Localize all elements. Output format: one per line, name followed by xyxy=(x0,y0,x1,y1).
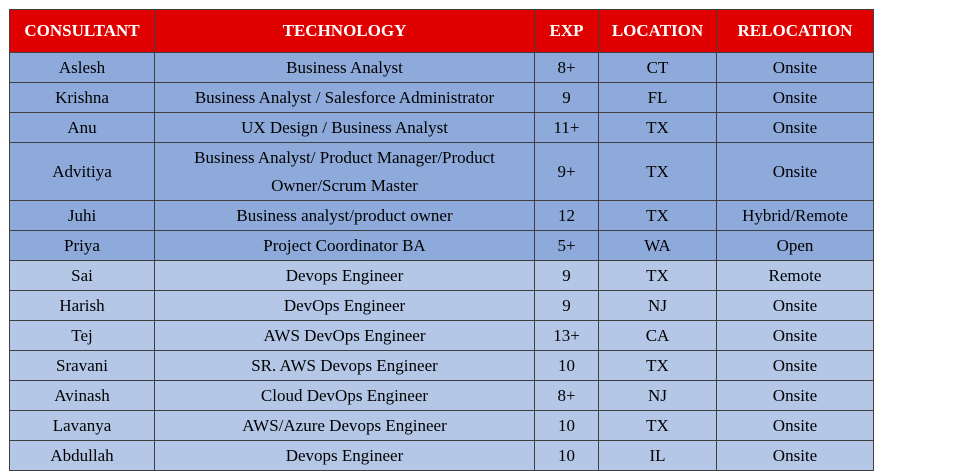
cell-location: TX xyxy=(598,350,717,381)
cell-exp: 5+ xyxy=(534,230,599,261)
table-header: CONSULTANT TECHNOLOGY EXP LOCATION RELOC… xyxy=(9,9,874,53)
cell-location: FL xyxy=(598,82,717,113)
cell-relocation: Onsite xyxy=(716,350,874,381)
cell-location: WA xyxy=(598,230,717,261)
cell-relocation: Onsite xyxy=(716,290,874,321)
cell-exp: 13+ xyxy=(534,320,599,351)
cell-technology: AWS DevOps Engineer xyxy=(154,320,535,351)
cell-technology: Devops Engineer xyxy=(154,440,535,471)
table-row: Sravani SR. AWS Devops Engineer 10 TX On… xyxy=(9,350,874,381)
cell-location: TX xyxy=(598,142,717,201)
table-row: Abdullah Devops Engineer 10 IL Onsite xyxy=(9,440,874,471)
cell-consultant: Lavanya xyxy=(9,410,155,441)
header-consultant: CONSULTANT xyxy=(9,9,155,53)
cell-exp: 9+ xyxy=(534,142,599,201)
cell-exp: 8+ xyxy=(534,52,599,83)
table-row: Tej AWS DevOps Engineer 13+ CA Onsite xyxy=(9,320,874,351)
cell-relocation: Onsite xyxy=(716,380,874,411)
cell-consultant: Tej xyxy=(9,320,155,351)
cell-exp: 9 xyxy=(534,82,599,113)
table-row: Anu UX Design / Business Analyst 11+ TX … xyxy=(9,112,874,143)
cell-relocation: Onsite xyxy=(716,112,874,143)
table-row: Harish DevOps Engineer 9 NJ Onsite xyxy=(9,290,874,321)
cell-location: CT xyxy=(598,52,717,83)
cell-consultant: Krishna xyxy=(9,82,155,113)
cell-exp: 10 xyxy=(534,410,599,441)
cell-technology: Business Analyst/ Product Manager/Produc… xyxy=(154,142,535,201)
cell-exp: 12 xyxy=(534,200,599,231)
cell-location: CA xyxy=(598,320,717,351)
cell-technology: SR. AWS Devops Engineer xyxy=(154,350,535,381)
cell-location: NJ xyxy=(598,380,717,411)
cell-consultant: Anu xyxy=(9,112,155,143)
header-exp: EXP xyxy=(534,9,599,53)
cell-consultant: Priya xyxy=(9,230,155,261)
cell-location: TX xyxy=(598,200,717,231)
cell-relocation: Onsite xyxy=(716,410,874,441)
cell-technology: Business Analyst / Salesforce Administra… xyxy=(154,82,535,113)
table-row: Lavanya AWS/Azure Devops Engineer 10 TX … xyxy=(9,410,874,441)
cell-relocation: Remote xyxy=(716,260,874,291)
table-row: Priya Project Coordinator BA 5+ WA Open xyxy=(9,230,874,261)
header-technology: TECHNOLOGY xyxy=(154,9,535,53)
header-row: CONSULTANT TECHNOLOGY EXP LOCATION RELOC… xyxy=(9,9,874,53)
cell-exp: 9 xyxy=(534,290,599,321)
cell-exp: 10 xyxy=(534,350,599,381)
table-row: Aslesh Business Analyst 8+ CT Onsite xyxy=(9,52,874,83)
cell-consultant: Abdullah xyxy=(9,440,155,471)
cell-location: TX xyxy=(598,260,717,291)
cell-location: TX xyxy=(598,112,717,143)
cell-location: IL xyxy=(598,440,717,471)
header-relocation: RELOCATION xyxy=(716,9,874,53)
cell-relocation: Open xyxy=(716,230,874,261)
cell-exp: 9 xyxy=(534,260,599,291)
cell-consultant: Advitiya xyxy=(9,142,155,201)
cell-technology: AWS/Azure Devops Engineer xyxy=(154,410,535,441)
cell-consultant: Sravani xyxy=(9,350,155,381)
cell-consultant: Juhi xyxy=(9,200,155,231)
cell-technology: Cloud DevOps Engineer xyxy=(154,380,535,411)
cell-exp: 10 xyxy=(534,440,599,471)
cell-technology: Business Analyst xyxy=(154,52,535,83)
cell-consultant: Avinash xyxy=(9,380,155,411)
cell-exp: 8+ xyxy=(534,380,599,411)
table-body: Aslesh Business Analyst 8+ CT Onsite Kri… xyxy=(9,52,874,471)
cell-relocation: Onsite xyxy=(716,440,874,471)
cell-relocation: Onsite xyxy=(716,320,874,351)
cell-relocation: Onsite xyxy=(716,52,874,83)
cell-consultant: Sai xyxy=(9,260,155,291)
cell-location: NJ xyxy=(598,290,717,321)
cell-relocation: Onsite xyxy=(716,142,874,201)
cell-relocation: Hybrid/Remote xyxy=(716,200,874,231)
table-row: Krishna Business Analyst / Salesforce Ad… xyxy=(9,82,874,113)
header-location: LOCATION xyxy=(598,9,717,53)
table-row: Sai Devops Engineer 9 TX Remote xyxy=(9,260,874,291)
cell-relocation: Onsite xyxy=(716,82,874,113)
table-row: Juhi Business analyst/product owner 12 T… xyxy=(9,200,874,231)
table-row: Avinash Cloud DevOps Engineer 8+ NJ Onsi… xyxy=(9,380,874,411)
table-row: Advitiya Business Analyst/ Product Manag… xyxy=(9,142,874,201)
cell-consultant: Aslesh xyxy=(9,52,155,83)
cell-location: TX xyxy=(598,410,717,441)
cell-technology: Business analyst/product owner xyxy=(154,200,535,231)
cell-technology: UX Design / Business Analyst xyxy=(154,112,535,143)
cell-technology: Devops Engineer xyxy=(154,260,535,291)
cell-technology: Project Coordinator BA xyxy=(154,230,535,261)
cell-technology: DevOps Engineer xyxy=(154,290,535,321)
consultant-table: CONSULTANT TECHNOLOGY EXP LOCATION RELOC… xyxy=(9,9,874,471)
cell-consultant: Harish xyxy=(9,290,155,321)
cell-exp: 11+ xyxy=(534,112,599,143)
